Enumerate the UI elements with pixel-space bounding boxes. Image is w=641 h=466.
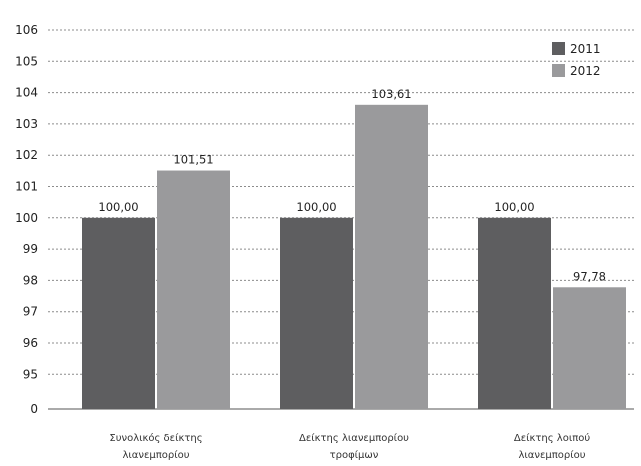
data-label-2012-3: 97,78 xyxy=(573,269,606,283)
legend-swatch-2012 xyxy=(552,64,565,77)
data-label-2011-3: 100,00 xyxy=(494,200,534,214)
y-tick-label-105: 105 xyxy=(15,54,38,68)
legend-swatch-2011 xyxy=(552,42,565,55)
data-label-2011-2: 100,00 xyxy=(296,200,336,214)
data-label-2012-2: 103,61 xyxy=(371,87,411,101)
x-tick-label-3: Δείκτης λοιπού λιανεμπορίου xyxy=(514,432,590,461)
y-tick-label-106: 106 xyxy=(15,23,38,37)
y-tick-label-0: 0 xyxy=(30,402,38,416)
x-tick-label-2: Δείκτης λιανεμπορίου τροφίμων xyxy=(299,432,409,461)
y-axis-ticks: 0 95 96 97 98 99 100 101 102 103 104 105 106 xyxy=(15,23,38,416)
bars xyxy=(82,104,626,409)
y-tick-label-96: 96 xyxy=(23,336,38,350)
y-tick-label-102: 102 xyxy=(15,148,38,162)
bar-2012-1 xyxy=(157,170,230,409)
data-label-2011-1: 100,00 xyxy=(98,200,138,214)
x-tick-label-1: Συνολικός δείκτης λιανεμπορίου xyxy=(109,432,202,461)
bar-2011-1 xyxy=(82,217,155,409)
y-tick-label-98: 98 xyxy=(23,273,38,287)
y-tick-label-101: 101 xyxy=(15,180,38,194)
y-tick-label-97: 97 xyxy=(23,305,38,319)
y-tick-label-100: 100 xyxy=(15,211,38,225)
bar-2012-3 xyxy=(553,287,626,409)
y-tick-label-95: 95 xyxy=(23,367,38,381)
legend-label-2012: 2012 xyxy=(570,64,601,78)
x-axis-ticks: Συνολικός δείκτης λιανεμπορίου Δείκτης λια… xyxy=(109,432,590,461)
y-tick-label-103: 103 xyxy=(15,117,38,131)
bar-2012-2 xyxy=(355,104,428,409)
data-labels: 100,00 100,00 100,00 101,51 103,61 97,78 xyxy=(98,87,606,283)
bar-2011-3 xyxy=(478,217,551,409)
legend-label-2011: 2011 xyxy=(570,42,601,56)
data-label-2012-1: 101,51 xyxy=(173,153,213,167)
y-tick-label-104: 104 xyxy=(15,86,38,100)
legend: 2011 2012 xyxy=(552,42,601,78)
bar-2011-2 xyxy=(280,217,353,409)
y-tick-label-99: 99 xyxy=(23,242,38,256)
